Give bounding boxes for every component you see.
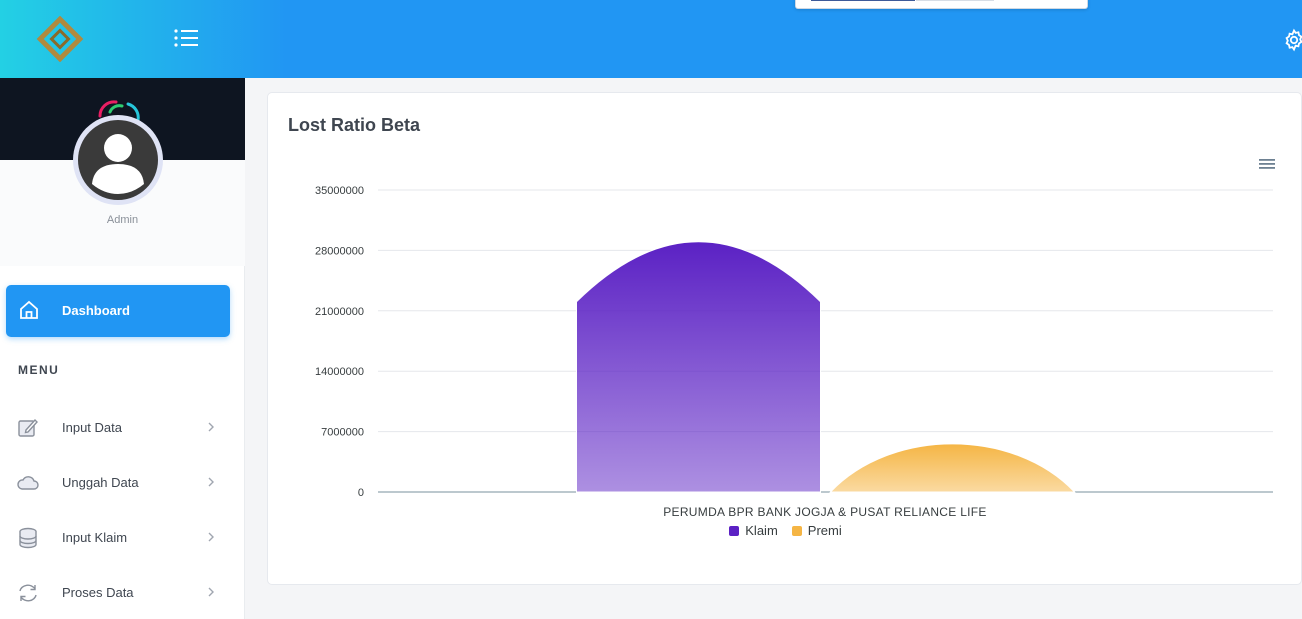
sidebar-item-proses-data[interactable]: Proses Data — [0, 571, 245, 615]
legend-label-klaim: Klaim — [745, 523, 778, 538]
sidebar-item-input-klaim[interactable]: Input Klaim — [0, 516, 245, 560]
chevron-right-icon — [208, 477, 214, 487]
sidebar-item-dashboard[interactable]: Dashboard — [6, 285, 230, 337]
chart-menu-icon[interactable] — [1258, 157, 1276, 171]
chevron-right-icon — [208, 587, 214, 597]
popup-progress-bar — [811, 0, 915, 1]
chevron-right-icon — [208, 422, 214, 432]
menu-section-title: MENU — [18, 363, 60, 377]
brand-logo[interactable] — [36, 16, 84, 62]
y-tick-label: 21000000 — [315, 306, 364, 318]
top-bar — [0, 0, 1302, 78]
chevron-right-icon — [208, 532, 214, 542]
page-title: Lost Ratio Beta — [288, 115, 421, 135]
refresh-icon — [19, 584, 37, 602]
popup-progress-track — [916, 0, 994, 1]
sidebar-item-unggah-data[interactable]: Unggah Data — [0, 461, 245, 505]
sidebar-item-input-data[interactable]: Input Data — [0, 406, 245, 450]
profile-name: Admin — [106, 214, 139, 226]
bar-premi[interactable] — [829, 443, 1076, 493]
database-icon — [19, 527, 37, 549]
top-popup — [795, 0, 1088, 9]
bar-klaim[interactable] — [576, 241, 821, 493]
chart-card: Lost Ratio Beta 35000000 28000000 21000000… — [267, 92, 1302, 585]
sidebar-item-label: Unggah Data — [62, 475, 139, 490]
list-menu-icon[interactable] — [172, 26, 200, 52]
x-category-label: PERUMDA BPR BANK JOGJA & PUSAT RELIANCE … — [663, 505, 987, 519]
gear-icon[interactable] — [1282, 28, 1302, 52]
edit-icon — [18, 418, 38, 437]
avatar[interactable] — [72, 98, 164, 208]
legend-item-premi[interactable]: Premi — [791, 523, 842, 538]
sidebar-item-label: Dashboard — [62, 303, 130, 318]
sidebar: Admin Dashboard MENU Input Data Unggah D… — [0, 78, 245, 619]
y-tick-label: 35000000 — [315, 185, 364, 197]
y-tick-label: 14000000 — [315, 366, 364, 378]
cloud-icon — [17, 476, 39, 490]
y-tick-label: 7000000 — [321, 427, 364, 439]
legend-marker-klaim — [729, 525, 740, 536]
home-icon — [20, 300, 38, 319]
loss-ratio-chart: 35000000 28000000 21000000 14000000 7000000 0… — [315, 185, 1273, 519]
sidebar-item-label: Input Klaim — [62, 530, 128, 545]
chart-legend: Klaim Premi — [268, 523, 1302, 538]
y-tick-label: 28000000 — [315, 245, 364, 257]
sidebar-item-label: Input Data — [62, 420, 122, 435]
legend-marker-premi — [791, 525, 802, 536]
sidebar-item-label: Proses Data — [62, 585, 134, 600]
profile-panel: Admin — [0, 78, 245, 266]
legend-label-premi: Premi — [807, 523, 842, 538]
y-tick-label: 0 — [358, 487, 364, 499]
legend-item-klaim[interactable]: Klaim — [729, 523, 778, 538]
